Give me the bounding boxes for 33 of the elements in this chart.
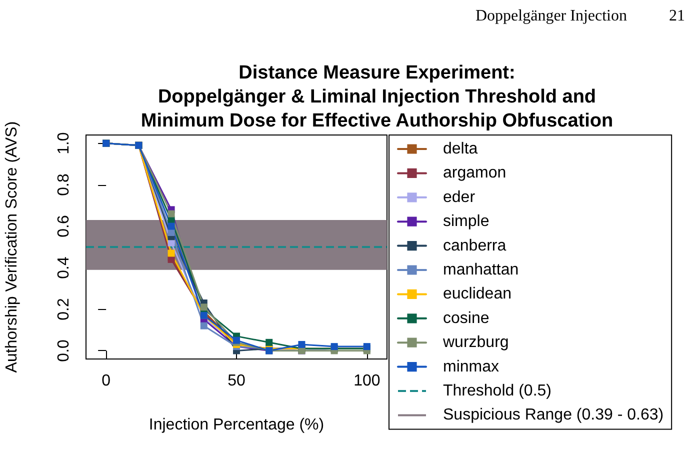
point [298,340,306,348]
y-tick-label: 1.0 [56,132,72,154]
legend-label: Threshold (0.5) [443,382,552,400]
legend-label: manhattan [443,262,519,278]
legend-label: euclidean [443,286,512,303]
legend-label: argamon [443,164,506,182]
legend-label: wurzburg [442,334,509,352]
y-axis-title: Authorship Verification Score (AVS) [4,121,20,373]
legend-label: eder [443,188,476,206]
y-tick-label: 0.0 [56,339,72,362]
point [266,338,273,346]
point [168,250,175,257]
y-tick-label: 0.2 [56,298,72,320]
legend-label: simple [443,213,490,230]
y-tick-label: 0.6 [56,215,72,238]
point [168,210,175,218]
y-tick-label: 0.4 [56,256,72,279]
text: Doppelgänger Injection [476,8,627,24]
legend-label: Suspicious Range (0.39 - 0.63) [443,406,664,424]
legend-label: minmax [443,358,500,376]
x-tick-label: 100 [354,372,380,390]
y-tick-label: 0.8 [56,174,72,196]
x-tick-label: 0 [102,372,111,390]
x-axis-title: Injection Percentage (%) [148,416,324,434]
legend-label: cosine [443,310,490,327]
point [168,239,175,246]
legend-label: delta [443,140,478,158]
text: 21 [669,8,685,24]
legend-label: canberra [443,237,506,254]
chart-title: Distance Measure Experiment: Doppelgänger & Liminal Injection Threshold and Minimum Dose for Effective Authorship Obfuscation [140,62,614,132]
point [200,322,208,330]
point [168,222,175,230]
x-tick-label: 50 [228,372,246,390]
